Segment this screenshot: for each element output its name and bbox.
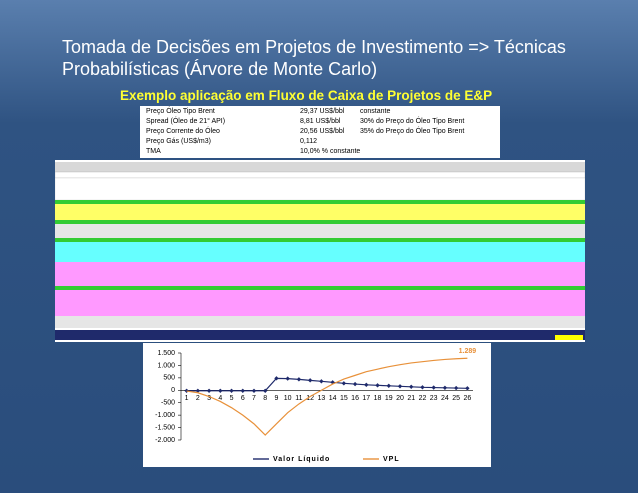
marker — [386, 383, 391, 389]
sheet-cell — [555, 335, 583, 340]
y-tick-label: 0 — [171, 387, 175, 394]
series-line — [186, 377, 468, 392]
marker — [296, 377, 302, 382]
x-tick-label: 16 — [351, 395, 359, 402]
x-tick-label: 6 — [241, 395, 245, 402]
marker — [442, 385, 448, 390]
marker — [240, 388, 245, 393]
y-tick-label: 500 — [163, 375, 175, 382]
marker — [409, 384, 414, 390]
subtitle: Exemplo aplicação em Fluxo de Caixa de P… — [120, 88, 493, 103]
x-tick-label: 2 — [196, 395, 200, 402]
x-tick-label: 14 — [329, 395, 337, 402]
parameter-cell: TMA — [146, 148, 161, 155]
x-tick-label: 23 — [430, 395, 438, 402]
sheet-row — [55, 177, 585, 201]
parameter-cell: Preço Óleo Tipo Brent — [146, 108, 215, 115]
title: Tomada de Decisões em Projetos de Invest… — [62, 37, 566, 79]
x-tick-label: 17 — [362, 395, 370, 402]
x-tick-label: 11 — [295, 395, 302, 402]
marker — [364, 382, 369, 388]
x-tick-label: 3 — [207, 395, 211, 402]
sheet-row — [55, 290, 585, 316]
y-tick-label: 1.000 — [157, 362, 175, 369]
y-tick-label: -500 — [161, 400, 175, 407]
sheet-row — [55, 171, 585, 179]
x-tick-label: 13 — [317, 395, 325, 402]
marker — [341, 381, 347, 386]
marker — [195, 388, 201, 393]
x-tick-label: 10 — [284, 395, 292, 402]
marker — [453, 385, 459, 391]
parameter-cell: 29,37 US$/bbl — [300, 108, 345, 115]
x-tick-label: 15 — [340, 395, 348, 402]
series-line — [186, 357, 468, 436]
marker — [285, 376, 290, 381]
y-tick-label: -1.000 — [155, 412, 175, 419]
sheet-row — [55, 316, 585, 328]
x-tick-label: 7 — [252, 395, 256, 402]
marker — [218, 388, 223, 393]
x-tick-label: 8 — [263, 395, 267, 402]
spreadsheet — [55, 160, 585, 342]
marker — [274, 376, 279, 381]
legend-label: VPL — [383, 456, 400, 463]
marker — [431, 385, 436, 390]
y-tick-label: 1.500 — [157, 350, 175, 357]
sheet-row — [55, 262, 585, 286]
parameter-cell: 8,81 US$/bbl — [300, 118, 341, 125]
x-tick-label: 12 — [306, 395, 314, 402]
marker — [307, 378, 313, 383]
marker — [229, 388, 234, 393]
marker — [352, 381, 358, 387]
parameter-cell: 35% do Preço do Óleo Tipo Brent — [360, 128, 465, 135]
x-tick-label: 21 — [407, 395, 415, 402]
x-tick-label: 19 — [385, 395, 393, 402]
marker — [184, 388, 189, 393]
x-tick-label: 26 — [463, 395, 471, 402]
data-label: 1.289 — [459, 348, 477, 355]
parameter-cell: 20,56 US$/bbl — [300, 128, 345, 135]
parameter-cell: 30% do Preço do Óleo Tipo Brent — [360, 118, 465, 125]
x-tick-label: 9 — [275, 395, 279, 402]
sheet-row — [55, 220, 585, 224]
parameter-cell: constante — [360, 108, 391, 115]
y-tick-label: -2.000 — [155, 437, 175, 444]
marker — [420, 385, 425, 390]
x-tick-label: 1 — [185, 395, 189, 402]
parameter-cell: 0,112 — [300, 138, 317, 145]
marker — [263, 388, 268, 393]
marker — [465, 386, 470, 391]
marker — [251, 388, 257, 393]
sheet-row — [55, 224, 585, 238]
x-tick-label: 20 — [396, 395, 404, 402]
marker — [397, 384, 403, 389]
x-tick-label: 22 — [419, 395, 427, 402]
x-tick-label: 18 — [374, 395, 382, 402]
x-tick-label: 24 — [441, 395, 449, 402]
x-tick-label: 25 — [452, 395, 460, 402]
parameters: Preço Óleo Tipo Brent 29,37 US$/bbl consta… — [140, 106, 500, 158]
x-tick-label: 5 — [230, 395, 234, 402]
parameter-cell: Spread (Óleo de 21° API) — [146, 118, 226, 125]
sheet-row — [55, 330, 585, 340]
sheet-row — [55, 162, 585, 172]
marker — [319, 379, 324, 384]
parameter-cell: Preço Corrente do Óleo — [146, 128, 220, 135]
sheet-row — [55, 286, 585, 290]
legend-label: Valor Líquido — [273, 456, 330, 463]
sheet-row — [55, 238, 585, 242]
x-tick-label: 4 — [218, 395, 222, 402]
marker — [375, 383, 380, 388]
sheet-row — [55, 242, 585, 262]
y-tick-label: -1.500 — [155, 424, 175, 431]
sheet-row — [55, 204, 585, 220]
parameter-cell: 10,0% % constante — [300, 148, 361, 155]
parameter-cell: Preço Gás (US$/m3) — [146, 138, 211, 145]
marker — [206, 388, 212, 393]
sheet-row — [55, 200, 585, 204]
